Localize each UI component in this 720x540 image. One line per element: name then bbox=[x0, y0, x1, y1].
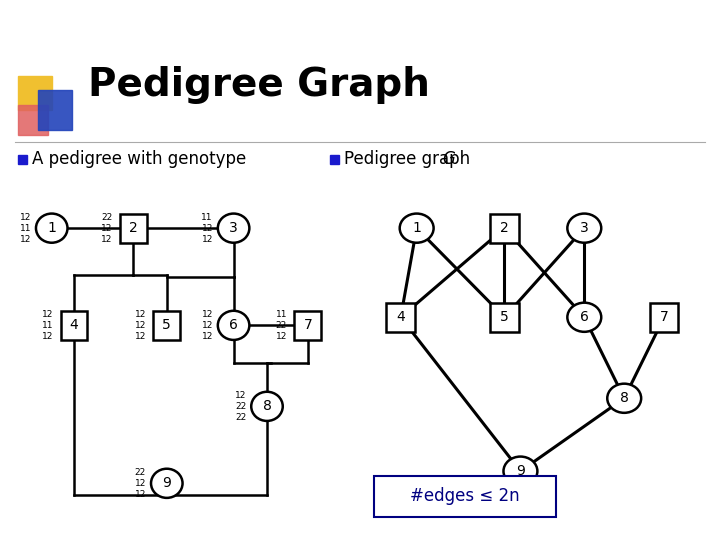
Text: 12: 12 bbox=[135, 490, 146, 499]
Text: 12: 12 bbox=[135, 310, 146, 319]
Text: 6: 6 bbox=[229, 319, 238, 332]
Text: 3: 3 bbox=[229, 221, 238, 235]
Ellipse shape bbox=[151, 469, 183, 498]
Text: 12: 12 bbox=[202, 321, 213, 330]
Text: 12: 12 bbox=[276, 332, 287, 341]
Ellipse shape bbox=[567, 213, 601, 243]
Bar bbox=[18, 155, 27, 164]
Text: 12: 12 bbox=[42, 332, 53, 341]
Text: 22: 22 bbox=[102, 213, 112, 222]
FancyBboxPatch shape bbox=[60, 310, 87, 340]
Ellipse shape bbox=[607, 383, 642, 413]
Text: 6: 6 bbox=[580, 310, 589, 324]
FancyBboxPatch shape bbox=[387, 302, 415, 332]
Ellipse shape bbox=[251, 392, 283, 421]
Bar bbox=[18, 105, 48, 135]
Text: 1: 1 bbox=[413, 221, 421, 235]
Text: 12: 12 bbox=[202, 310, 213, 319]
FancyBboxPatch shape bbox=[490, 214, 519, 243]
Ellipse shape bbox=[218, 310, 249, 340]
Bar bbox=[18, 76, 52, 110]
Ellipse shape bbox=[36, 213, 68, 243]
Text: Pedigree graph: Pedigree graph bbox=[344, 150, 475, 168]
Text: 9: 9 bbox=[516, 464, 525, 478]
Text: 22: 22 bbox=[235, 402, 246, 411]
Text: 8: 8 bbox=[620, 392, 629, 405]
Text: 11: 11 bbox=[276, 310, 287, 319]
FancyBboxPatch shape bbox=[153, 310, 180, 340]
Text: 7: 7 bbox=[660, 310, 668, 324]
Text: 4: 4 bbox=[70, 319, 78, 332]
Text: 12: 12 bbox=[19, 213, 31, 222]
FancyBboxPatch shape bbox=[294, 310, 321, 340]
Text: 11: 11 bbox=[42, 321, 53, 330]
Text: 22: 22 bbox=[235, 413, 246, 422]
Text: 12: 12 bbox=[235, 391, 246, 400]
Text: 4: 4 bbox=[396, 310, 405, 324]
Text: 3: 3 bbox=[580, 221, 589, 235]
Text: 7: 7 bbox=[303, 319, 312, 332]
Text: 12: 12 bbox=[202, 234, 213, 244]
Text: 22: 22 bbox=[135, 468, 146, 477]
Bar bbox=[38, 90, 72, 130]
FancyBboxPatch shape bbox=[490, 302, 519, 332]
Text: 22: 22 bbox=[276, 321, 287, 330]
Text: 11: 11 bbox=[19, 224, 31, 233]
Text: 12: 12 bbox=[102, 234, 112, 244]
Text: G: G bbox=[442, 150, 455, 168]
Text: 12: 12 bbox=[135, 479, 146, 488]
Text: #edges ≤ 2n: #edges ≤ 2n bbox=[410, 487, 519, 505]
Text: Pedigree Graph: Pedigree Graph bbox=[88, 66, 430, 104]
Text: 12: 12 bbox=[102, 224, 112, 233]
Ellipse shape bbox=[400, 213, 433, 243]
Text: 12: 12 bbox=[135, 332, 146, 341]
Text: 12: 12 bbox=[42, 310, 53, 319]
Text: A pedigree with genotype: A pedigree with genotype bbox=[32, 150, 246, 168]
Text: 12: 12 bbox=[135, 321, 146, 330]
Text: 5: 5 bbox=[163, 319, 171, 332]
Text: 9: 9 bbox=[162, 476, 171, 490]
Text: 12: 12 bbox=[202, 224, 213, 233]
FancyBboxPatch shape bbox=[120, 214, 147, 243]
Bar bbox=[330, 155, 339, 164]
Text: 5: 5 bbox=[500, 310, 509, 324]
FancyBboxPatch shape bbox=[374, 476, 556, 516]
Text: 2: 2 bbox=[500, 221, 509, 235]
Text: 2: 2 bbox=[129, 221, 138, 235]
Text: 11: 11 bbox=[202, 213, 213, 222]
Ellipse shape bbox=[218, 213, 249, 243]
Text: 12: 12 bbox=[19, 234, 31, 244]
Ellipse shape bbox=[567, 302, 601, 332]
Text: 12: 12 bbox=[202, 332, 213, 341]
Ellipse shape bbox=[503, 456, 537, 486]
Text: 8: 8 bbox=[263, 400, 271, 413]
FancyBboxPatch shape bbox=[649, 302, 678, 332]
Text: 1: 1 bbox=[48, 221, 56, 235]
